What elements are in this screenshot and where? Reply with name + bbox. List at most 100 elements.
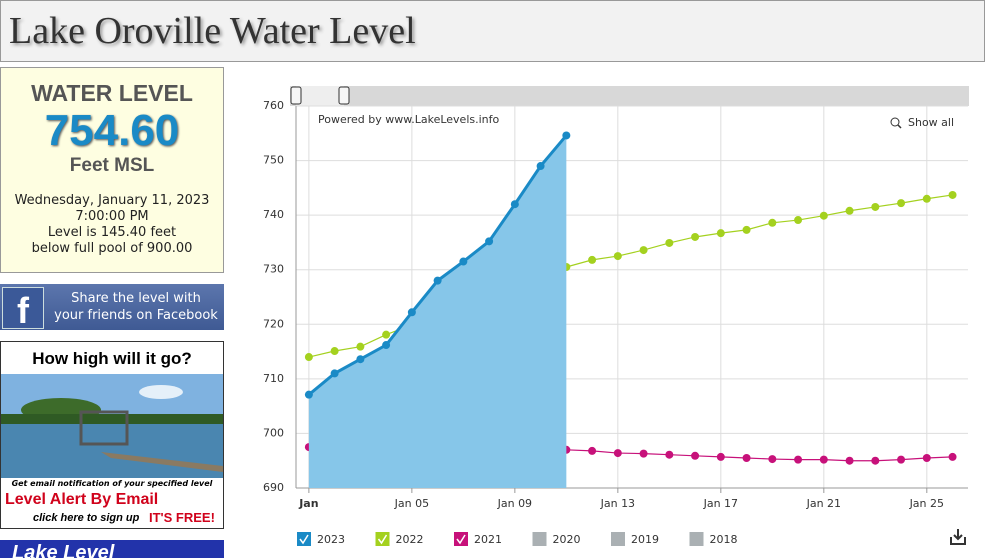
point bbox=[871, 456, 880, 465]
y-tick-label: 690 bbox=[263, 481, 284, 494]
date: Wednesday, January 11, 2023 bbox=[14, 193, 210, 208]
level-note: below full pool of 900.00 bbox=[31, 241, 193, 256]
legend-box[interactable] bbox=[689, 532, 704, 546]
point bbox=[613, 449, 622, 458]
point bbox=[459, 257, 468, 266]
legend-label[interactable]: 2023 bbox=[317, 533, 345, 546]
point bbox=[588, 255, 597, 264]
point bbox=[356, 342, 365, 351]
point bbox=[510, 200, 519, 209]
y-tick-label: 720 bbox=[263, 317, 284, 330]
point bbox=[433, 276, 442, 285]
point bbox=[330, 347, 339, 356]
point bbox=[562, 131, 571, 140]
bottom-banner: Lake Level bbox=[0, 540, 224, 558]
point bbox=[691, 232, 700, 241]
legend-check bbox=[456, 534, 466, 545]
header: Lake Oroville Water Level bbox=[0, 0, 985, 62]
point bbox=[845, 456, 854, 465]
promo-note: Get email notification of your specified… bbox=[11, 479, 213, 488]
legend-box[interactable] bbox=[532, 532, 547, 546]
y-tick-label: 750 bbox=[263, 154, 284, 167]
point bbox=[742, 225, 751, 234]
point bbox=[897, 199, 906, 208]
alert-promo[interactable]: How high will it go? Get email notificat… bbox=[0, 341, 224, 529]
y-tick-label: 760 bbox=[263, 99, 284, 112]
level-panel: WATER LEVEL 754.60 Feet MSL Wednesday, J… bbox=[0, 67, 224, 273]
point bbox=[819, 455, 828, 464]
point bbox=[768, 455, 777, 464]
point bbox=[716, 452, 725, 461]
point bbox=[922, 194, 931, 203]
y-tick-label: 740 bbox=[263, 208, 284, 221]
x-tick-label: Jan 17 bbox=[703, 497, 738, 510]
point bbox=[691, 451, 700, 460]
point bbox=[330, 369, 339, 378]
point bbox=[742, 453, 751, 462]
show-all[interactable]: Show all bbox=[908, 116, 954, 129]
legend-check bbox=[377, 534, 388, 545]
navigator-handle[interactable] bbox=[338, 86, 350, 105]
legend-box[interactable] bbox=[297, 532, 311, 546]
point bbox=[897, 455, 906, 464]
point bbox=[485, 237, 494, 246]
download-icon[interactable] bbox=[950, 529, 966, 545]
legend-label[interactable]: 2019 bbox=[631, 533, 659, 546]
facebook-share[interactable]: f Share the level with your friends on Fa… bbox=[0, 284, 224, 331]
chart: 690 700 710 720 730 740 750 760 Jan Jan 05 Jan 09 J… bbox=[263, 86, 969, 546]
promo-title: How high will it go? bbox=[32, 349, 192, 368]
share-line: your friends on Facebook bbox=[54, 308, 218, 323]
time: 7:00:00 PM bbox=[75, 209, 149, 224]
y-tick-label: 700 bbox=[263, 426, 284, 439]
x-tick-label: Jan bbox=[298, 497, 318, 510]
point bbox=[304, 390, 313, 399]
banner-text: Lake Level bbox=[12, 542, 115, 558]
point bbox=[304, 353, 313, 362]
point bbox=[639, 449, 648, 458]
point bbox=[948, 452, 957, 461]
page-title: Lake Oroville Water Level bbox=[9, 10, 416, 52]
share-line: Share the level with bbox=[71, 291, 201, 306]
navigator-handle[interactable] bbox=[290, 86, 302, 105]
point bbox=[794, 455, 803, 464]
share-text: Share the level with your friends on Face… bbox=[50, 290, 222, 324]
x-tick-label: Jan 09 bbox=[497, 497, 532, 510]
point bbox=[768, 218, 777, 227]
x-tick-label: Jan 05 bbox=[394, 497, 429, 510]
point bbox=[665, 238, 674, 247]
point bbox=[716, 229, 725, 238]
zoom-icon bbox=[890, 117, 900, 127]
level-value: 754.60 bbox=[44, 106, 180, 155]
point bbox=[382, 330, 391, 339]
point bbox=[356, 355, 365, 364]
promo-signup: click here to sign up bbox=[33, 512, 140, 524]
level-note: Level is 145.40 feet bbox=[47, 225, 177, 240]
point bbox=[665, 450, 674, 459]
point bbox=[407, 308, 416, 317]
legend-check bbox=[299, 534, 309, 545]
navigator-window bbox=[296, 86, 344, 106]
lake-photo bbox=[1, 374, 223, 478]
legend-label[interactable]: 2022 bbox=[396, 533, 424, 546]
facebook-icon: f bbox=[2, 287, 44, 331]
navigator bbox=[290, 86, 969, 106]
legend-box[interactable] bbox=[375, 532, 390, 546]
point bbox=[819, 211, 828, 220]
legend-label[interactable]: 2020 bbox=[553, 533, 581, 546]
point bbox=[639, 246, 648, 255]
panel-heading: WATER LEVEL bbox=[31, 80, 193, 106]
promo-alert: Level Alert By Email bbox=[5, 491, 159, 508]
legend-box[interactable] bbox=[454, 532, 468, 546]
promo-free: IT'S FREE! bbox=[149, 510, 215, 525]
point bbox=[588, 446, 597, 455]
x-tick-label: Jan 25 bbox=[909, 497, 944, 510]
point bbox=[536, 162, 545, 171]
zoom-icon bbox=[897, 124, 902, 129]
legend-label[interactable]: 2018 bbox=[710, 533, 738, 546]
legend-box[interactable] bbox=[611, 532, 625, 546]
point bbox=[948, 190, 957, 199]
x-tick-label: Jan 13 bbox=[600, 497, 635, 510]
legend-label[interactable]: 2021 bbox=[474, 533, 502, 546]
point bbox=[922, 453, 931, 462]
